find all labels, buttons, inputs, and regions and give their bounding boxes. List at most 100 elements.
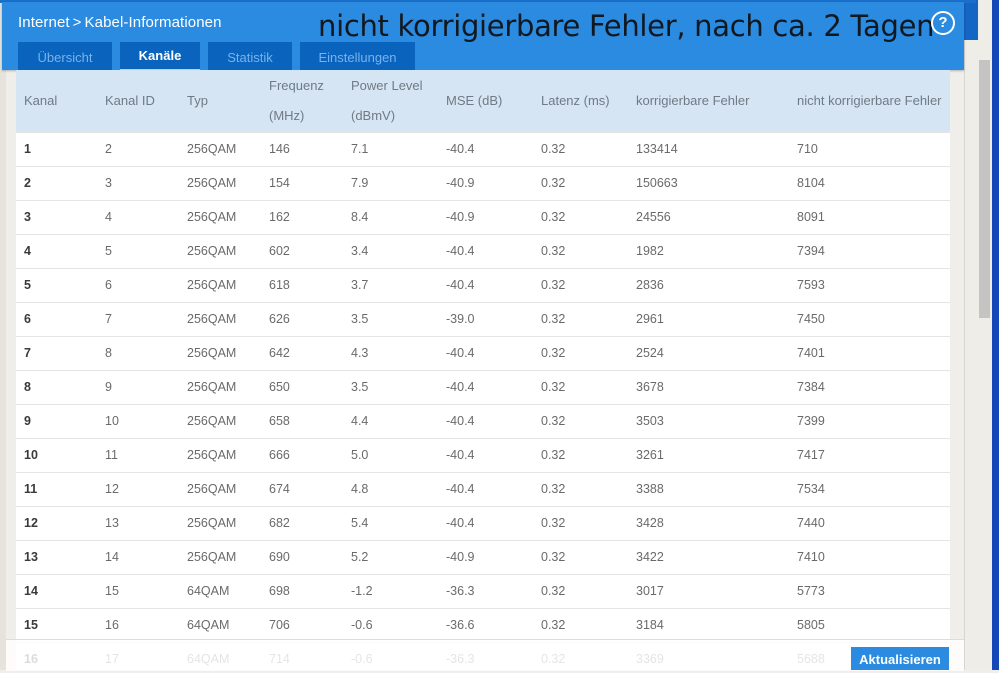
cell-kanal: 14 [24, 584, 38, 598]
cell-korrigierbare-fehler: 3503 [636, 414, 664, 428]
cell-korrigierbare-fehler: 1982 [636, 244, 664, 258]
cell-nicht-korrigierbare-fehler: 710 [797, 142, 818, 156]
col-header-kanal: Kanal [24, 92, 58, 108]
channel-table: Kanal Kanal ID Typ Frequenz (MHz) Power L… [16, 70, 950, 670]
cell-frequenz: 626 [269, 312, 290, 326]
cell-mse: -40.4 [446, 482, 475, 496]
cell-power-level: -1.2 [351, 584, 373, 598]
table-row: 7 8 256QAM 642 4.3 -40.4 0.32 2524 7401 [16, 336, 950, 370]
cell-kanal: 13 [24, 550, 38, 564]
cell-kanal-id: 6 [105, 278, 112, 292]
cell-kanal-id: 14 [105, 550, 119, 564]
cell-nicht-korrigierbare-fehler: 7394 [797, 244, 825, 258]
help-icon[interactable]: ? [931, 11, 955, 35]
cell-kanal: 7 [24, 346, 31, 360]
col-header-kanal-id: Kanal ID [105, 92, 155, 108]
cell-frequenz: 154 [269, 176, 290, 190]
cell-power-level: 8.4 [351, 210, 369, 224]
cell-power-level: 7.1 [351, 142, 369, 156]
tab-uebersicht[interactable]: Übersicht [18, 42, 112, 72]
cell-nicht-korrigierbare-fehler: 7440 [797, 516, 825, 530]
col-header-latenz: Latenz (ms) [541, 92, 610, 108]
table-row: 8 9 256QAM 650 3.5 -40.4 0.32 3678 7384 [16, 370, 950, 404]
tab-bar: Übersicht Kanäle Statistik Einstellungen [18, 42, 415, 72]
cell-kanal: 11 [24, 482, 38, 496]
tab-einstellungen[interactable]: Einstellungen [300, 42, 415, 72]
cell-kanal-id: 5 [105, 244, 112, 258]
cell-frequenz: 162 [269, 210, 290, 224]
cell-typ: 256QAM [187, 516, 237, 530]
cell-typ: 64QAM [187, 584, 230, 598]
cell-korrigierbare-fehler: 3428 [636, 516, 664, 530]
cell-mse: -40.4 [446, 244, 475, 258]
cell-mse: -40.4 [446, 278, 475, 292]
refresh-button[interactable]: Aktualisieren [851, 647, 949, 670]
cell-typ: 64QAM [187, 618, 230, 632]
cell-korrigierbare-fehler: 3388 [636, 482, 664, 496]
cell-frequenz: 682 [269, 516, 290, 530]
cell-latenz: 0.32 [541, 448, 566, 462]
cell-kanal-id: 11 [105, 448, 118, 462]
cell-frequenz: 146 [269, 142, 290, 156]
table-row: 6 7 256QAM 626 3.5 -39.0 0.32 2961 7450 [16, 302, 950, 336]
cell-nicht-korrigierbare-fehler: 8104 [797, 176, 825, 190]
cell-kanal-id: 3 [105, 176, 112, 190]
table-row: 10 11 256QAM 666 5.0 -40.4 0.32 3261 7417 [16, 438, 950, 472]
cell-nicht-korrigierbare-fehler: 8091 [797, 210, 825, 224]
cell-typ: 256QAM [187, 142, 237, 156]
cell-latenz: 0.32 [541, 584, 566, 598]
breadcrumb-parent[interactable]: Internet [18, 14, 70, 31]
cell-latenz: 0.32 [541, 414, 566, 428]
cell-frequenz: 698 [269, 584, 290, 598]
cell-frequenz: 706 [269, 618, 290, 632]
scrollbar-thumb[interactable] [979, 60, 990, 318]
cell-power-level: 4.3 [351, 346, 369, 360]
cell-kanal: 1 [24, 142, 31, 156]
window-frame [992, 0, 999, 670]
cell-kanal: 12 [24, 516, 38, 530]
col-header-power-level: Power Level (dBmV) [351, 77, 423, 123]
cell-kanal: 2 [24, 176, 31, 190]
cell-mse: -40.4 [446, 516, 475, 530]
cell-kanal: 8 [24, 380, 31, 394]
cell-nicht-korrigierbare-fehler: 7401 [797, 346, 825, 360]
table-row: 12 13 256QAM 682 5.4 -40.4 0.32 3428 7440 [16, 506, 950, 540]
cell-power-level: 3.5 [351, 380, 369, 394]
header-topline [0, 0, 976, 3]
tab-statistik[interactable]: Statistik [208, 42, 292, 72]
cell-latenz: 0.32 [541, 244, 566, 258]
tab-kanaele[interactable]: Kanäle [120, 42, 200, 72]
cell-power-level: 3.7 [351, 278, 369, 292]
cell-korrigierbare-fehler: 3184 [636, 618, 664, 632]
cell-nicht-korrigierbare-fehler: 7384 [797, 380, 825, 394]
cell-mse: -40.4 [446, 414, 475, 428]
cell-nicht-korrigierbare-fehler: 7534 [797, 482, 825, 496]
col-header-nicht-korrigierbare-fehler: nicht korrigierbare Fehler [797, 92, 942, 108]
cell-typ: 256QAM [187, 346, 237, 360]
annotation-overlay-text: nicht korrigierbare Fehler, nach ca. 2 T… [318, 9, 935, 43]
cell-kanal: 3 [24, 210, 31, 224]
cell-nicht-korrigierbare-fehler: 7450 [797, 312, 825, 326]
cell-latenz: 0.32 [541, 210, 566, 224]
cell-latenz: 0.32 [541, 380, 566, 394]
col-header-korrigierbare-fehler: korrigierbare Fehler [636, 92, 750, 108]
col-header-mse: MSE (dB) [446, 92, 503, 108]
table-body: 1 2 256QAM 146 7.1 -40.4 0.32 133414 710 2 3 256QAM… [16, 132, 950, 670]
col-header-typ: Typ [187, 92, 208, 108]
cell-typ: 256QAM [187, 550, 237, 564]
breadcrumb: Internet > Kabel-Informationen [18, 14, 222, 31]
cell-kanal-id: 13 [105, 516, 119, 530]
cell-kanal-id: 15 [105, 584, 119, 598]
cell-nicht-korrigierbare-fehler: 7410 [797, 550, 825, 564]
cell-latenz: 0.32 [541, 278, 566, 292]
cell-kanal-id: 12 [105, 482, 119, 496]
cell-mse: -40.4 [446, 448, 475, 462]
cell-kanal: 15 [24, 618, 38, 632]
cell-typ: 256QAM [187, 448, 237, 462]
cell-typ: 256QAM [187, 176, 237, 190]
cell-kanal: 6 [24, 312, 31, 326]
cell-frequenz: 658 [269, 414, 290, 428]
cell-korrigierbare-fehler: 133414 [636, 142, 678, 156]
page-header: Internet > Kabel-Informationen nicht korri… [2, 2, 964, 72]
table-row: 1 2 256QAM 146 7.1 -40.4 0.32 133414 710 [16, 132, 950, 166]
